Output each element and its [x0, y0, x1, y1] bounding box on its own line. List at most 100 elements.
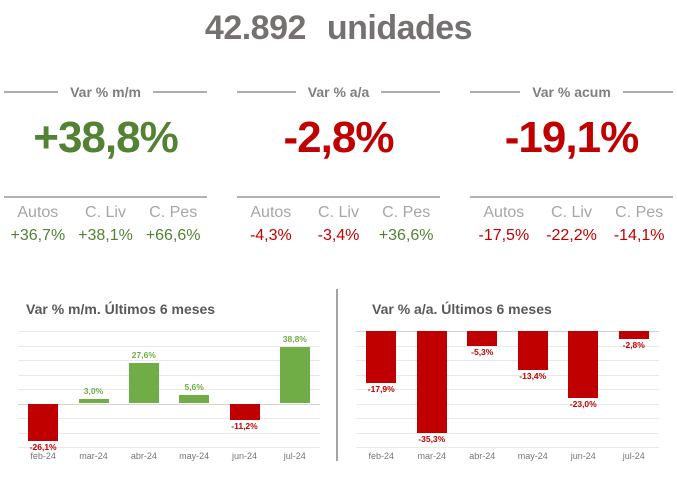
gridline — [356, 432, 659, 434]
kpi-breakdown: Autos -4,3% C. Liv -3,4% C. Pes +36,6% — [237, 196, 440, 245]
x-axis-label: mar-24 — [79, 451, 108, 461]
gridline — [18, 403, 320, 405]
gridline — [18, 360, 320, 361]
bar-jun-24 — [229, 403, 260, 420]
bar-value-label: -2,8% — [622, 340, 645, 351]
x-axis-label: feb-24 — [368, 451, 395, 461]
chart-title: Var % a/a. Últimos 6 meses — [372, 301, 552, 317]
kpi-header-label: Var % a/a — [307, 84, 370, 100]
chart-var-aa-6-meses: Var % a/a. Últimos 6 meses -17,9% -35,3% -… — [338, 289, 677, 461]
x-axis-label: abr-24 — [130, 451, 157, 461]
breakdown-value: -3,4% — [317, 227, 360, 244]
breakdown-label: Autos — [250, 204, 292, 221]
bar-value-label: -35,3% — [418, 434, 446, 445]
breakdown-label: C. Liv — [551, 204, 592, 221]
kpi-breakdown: Autos +36,7% C. Liv +38,1% C. Pes +66,6% — [4, 196, 207, 245]
gridline — [18, 345, 320, 347]
header-rule-right — [152, 91, 208, 93]
gridline — [18, 374, 320, 376]
bar-value-label: 38,8% — [282, 334, 307, 345]
bar-value-label: -5,3% — [471, 347, 494, 358]
bar-value-label: -23,0% — [569, 398, 597, 409]
bar-may-24 — [517, 331, 548, 370]
gridline — [356, 403, 659, 405]
x-axis-label: abr-24 — [469, 451, 496, 461]
gridline — [18, 389, 320, 390]
x-axis-label: may-24 — [179, 451, 210, 461]
kpi-breakdown: Autos -17,5% C. Liv -22,2% C. Pes -14,1% — [470, 196, 673, 245]
bar-feb-24 — [366, 331, 397, 383]
gridline — [356, 389, 659, 390]
breakdown-label: C. Liv — [318, 204, 359, 221]
header-rule-left — [470, 91, 521, 93]
gridline — [356, 418, 659, 419]
kpi-header: Var % acum — [470, 84, 674, 100]
breakdown-label: C. Pes — [615, 204, 664, 221]
x-axis-label: jul-24 — [622, 451, 645, 461]
breakdown-value: -4,3% — [249, 227, 292, 244]
gridline — [356, 374, 659, 376]
breakdown-value: +66,6% — [145, 227, 201, 244]
gridline — [18, 331, 320, 332]
bar-jun-24 — [568, 331, 599, 398]
kpi-var-mm: Var % m/m +38,8% Autos +36,7% C. Liv +38… — [4, 84, 208, 245]
breakdown-value: +36,7% — [10, 227, 66, 244]
bar-abr-24 — [467, 331, 498, 347]
x-axis: feb-24 mar-24 abr-24 may-24 jun-24 jul-24 — [18, 451, 320, 461]
kpi-row: Var % m/m +38,8% Autos +36,7% C. Liv +38… — [0, 84, 677, 245]
bar-abr-24 — [128, 363, 159, 404]
breakdown-label: Autos — [17, 204, 59, 221]
kpi-value: -2,8% — [283, 113, 395, 162]
breakdown-value: -22,2% — [546, 227, 597, 244]
bar-mar-24 — [78, 399, 109, 404]
breakdown-cell-autos: Autos -17,5% — [470, 204, 538, 245]
bar-mar-24 — [416, 331, 447, 434]
bar-feb-24 — [28, 403, 59, 442]
breakdown-cell-c-pes: C. Pes +36,6% — [372, 204, 440, 245]
kpi-value: +38,8% — [33, 113, 178, 162]
gridline — [356, 447, 659, 448]
kpi-header: Var % m/m — [4, 84, 208, 100]
gridline — [18, 418, 320, 419]
kpi-var-aa: Var % a/a -2,8% Autos -4,3% C. Liv -3,4%… — [237, 84, 440, 245]
header-rule-left — [237, 91, 296, 93]
x-axis: feb-24 mar-24 abr-24 may-24 jun-24 jul-24 — [356, 451, 659, 461]
bar-may-24 — [179, 395, 210, 404]
bar-value-label: -17,9% — [367, 383, 395, 394]
x-axis-label: mar-24 — [417, 451, 446, 461]
gridline — [356, 345, 659, 347]
bar-value-label: -26,1% — [29, 442, 57, 453]
breakdown-label: C. Liv — [85, 204, 126, 221]
kpi-header-label: Var % m/m — [70, 84, 141, 100]
breakdown-cell-autos: Autos -4,3% — [237, 204, 305, 245]
breakdown-cell-c-liv: C. Liv -3,4% — [305, 204, 373, 245]
x-axis-label: feb-24 — [30, 451, 56, 461]
breakdown-label: Autos — [483, 204, 525, 221]
breakdown-value: +38,1% — [78, 227, 133, 244]
x-axis-label: jun-24 — [570, 451, 596, 461]
chart-plot-area: -26,1% 3,0% 27,6% 5,6% -11,2% 38,8% — [18, 331, 320, 452]
bar-jul-24 — [618, 331, 649, 340]
breakdown-cell-c-pes: C. Pes +66,6% — [139, 204, 207, 245]
header-rule-left — [4, 91, 59, 93]
bar-value-label: 5,6% — [184, 382, 204, 393]
breakdown-cell-c-liv: C. Liv -22,2% — [538, 204, 606, 245]
breakdown-cell-c-liv: C. Liv +38,1% — [72, 204, 140, 245]
bar-value-label: 27,6% — [131, 350, 156, 361]
charts-section: Var % m/m. Últimos 6 meses -26,1% 3,0% 27,… — [0, 289, 677, 461]
vertical-divider — [336, 289, 338, 461]
bar-value-label: -13,4% — [519, 370, 547, 381]
breakdown-label: C. Pes — [149, 204, 198, 221]
breakdown-cell-autos: Autos +36,7% — [4, 204, 72, 245]
header-rule-right — [622, 91, 674, 93]
bar-value-label: -11,2% — [231, 420, 258, 431]
breakdown-label: C. Pes — [382, 204, 431, 221]
kpi-value: -19,1% — [504, 113, 639, 162]
x-axis-label: may-24 — [517, 451, 548, 461]
gridline — [356, 331, 659, 332]
chart-title: Var % m/m. Últimos 6 meses — [26, 301, 216, 317]
gridline — [18, 447, 320, 448]
page-title: 42.892 unidades — [204, 9, 473, 47]
gridline — [18, 432, 320, 434]
x-axis-label: jul-24 — [283, 451, 306, 461]
